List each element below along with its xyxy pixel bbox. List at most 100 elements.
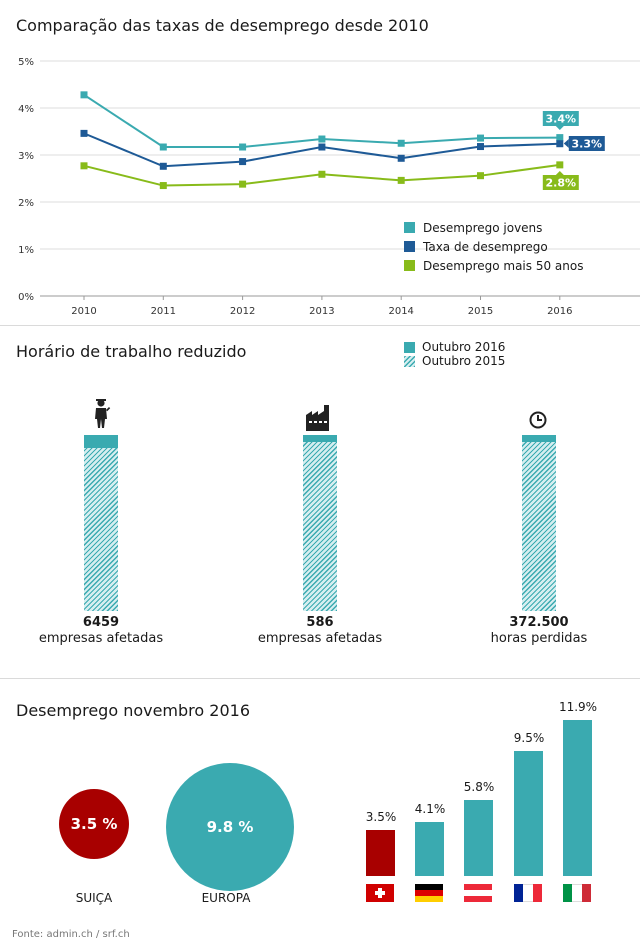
hours-legend: Outubro 2016 Outubro 2015 (404, 340, 505, 368)
y-tick-label: 1% (18, 245, 34, 256)
data-point (318, 170, 326, 178)
data-point (556, 134, 564, 142)
country-bar-value: 11.9% (558, 700, 598, 714)
legend-label: Desemprego jovens (423, 221, 542, 235)
legend-label: Desemprego mais 50 anos (423, 259, 583, 273)
bar-2015-segment-3 (522, 442, 556, 611)
data-point (397, 176, 405, 184)
country-bar (415, 822, 444, 876)
country-bar (563, 720, 592, 876)
hours-title: Horário de trabalho reduzido (16, 342, 247, 361)
end-label: 2.8% (546, 177, 577, 190)
country-bar-value: 4.1% (414, 802, 446, 817)
switzerland-label: SUIÇA (75, 891, 113, 905)
hours-section: Horário de trabalho reduzido Outubro 201… (0, 326, 640, 678)
legend-swatch (404, 260, 415, 271)
data-point (477, 143, 484, 151)
legend-swatch (404, 222, 415, 233)
end-label: 3.4% (546, 113, 577, 126)
legend-item-2016: Outubro 2016 (404, 340, 505, 354)
line-chart-section: Comparação das taxas de desemprego desde… (0, 0, 640, 325)
end-label-pointer (555, 126, 564, 130)
switzerland-circle-value: 3.5 % (70, 815, 118, 833)
data-point (239, 158, 247, 166)
end-label-box (542, 111, 579, 126)
hours-value-3: 372.500 (509, 615, 569, 630)
x-tick-label: 2014 (388, 306, 413, 317)
hours-value-2: 586 (306, 615, 334, 630)
data-point (159, 182, 167, 190)
data-point (397, 154, 405, 162)
country-bar-value: 5.8% (463, 779, 495, 794)
y-tick-label: 2% (18, 198, 34, 209)
legend-swatch-2016 (404, 341, 415, 353)
country-bar (514, 751, 543, 876)
bar-2016-segment-3 (522, 435, 556, 442)
europe-circle: 9.8 % (166, 763, 294, 891)
end-label-box (568, 136, 605, 151)
end-label: 3.3% (572, 138, 603, 151)
bar-2015-segment-1 (84, 448, 118, 611)
bar-2015-segment-2 (303, 442, 337, 611)
france-flag (514, 884, 542, 902)
italy-flag (563, 884, 591, 902)
data-point (159, 143, 167, 151)
x-tick-label: 2015 (468, 306, 493, 317)
legend-item-2015: Outubro 2015 (404, 354, 505, 368)
data-point (477, 172, 484, 180)
country-bar-value: 3.5% (365, 810, 397, 825)
legend-label-2015: Outubro 2015 (422, 354, 506, 368)
data-point (556, 161, 564, 169)
data-point (556, 140, 564, 148)
data-point (80, 91, 88, 99)
y-tick-label: 0% (18, 292, 34, 303)
end-label-pointer (555, 171, 564, 175)
bar-2016-segment-1 (84, 435, 118, 448)
country-bar (464, 799, 493, 876)
data-point (159, 162, 167, 170)
bar-2016-segment-2 (303, 435, 337, 442)
austria-flag (464, 884, 492, 902)
switzerland-circle: 3.5 % (59, 789, 129, 859)
bar-column-1 (84, 435, 118, 611)
source-note: Fonte: admin.ch / srf.ch (12, 929, 130, 940)
y-tick-label: 5% (18, 57, 34, 68)
x-tick-label: 2016 (547, 306, 572, 317)
end-label-box (542, 175, 579, 190)
data-point (239, 143, 247, 151)
data-point (397, 139, 405, 147)
y-tick-label: 3% (18, 151, 34, 162)
worker-icon (95, 399, 111, 428)
data-point (477, 134, 484, 142)
data-point (239, 180, 247, 188)
november-section: Desemprego novembro 2016 3.5 % SUIÇA 9.8… (0, 679, 640, 950)
germany-flag (415, 884, 443, 902)
clock-icon (529, 411, 547, 429)
x-tick-label: 2011 (151, 306, 176, 317)
y-tick-label: 4% (18, 104, 34, 115)
bar-column-3 (522, 435, 556, 611)
legend-label-2016: Outubro 2016 (422, 340, 506, 354)
legend-swatch (404, 241, 415, 252)
data-point (80, 129, 88, 137)
hours-value-1: 6459 (82, 615, 120, 630)
x-tick-label: 2010 (71, 306, 96, 317)
x-tick-label: 2012 (230, 306, 255, 317)
country-bar (366, 830, 395, 876)
x-tick-label: 2013 (309, 306, 334, 317)
end-label-pointer (563, 139, 569, 148)
line-chart-title: Comparação das taxas de desemprego desde… (16, 16, 429, 35)
line-chart: 5% 4% 3% 2% 1% 0% 2010 2011 2012 2013 2014 2015 2016… (18, 57, 640, 317)
data-point (318, 143, 326, 151)
europe-label: EUROPA (201, 891, 251, 905)
legend-swatch-2015 (404, 355, 415, 367)
data-point (80, 162, 88, 170)
switzerland-flag (366, 884, 394, 902)
hours-label-1: empresas afetadas (38, 631, 164, 646)
factory-icon (306, 405, 329, 431)
hours-label-2: empresas afetadas (257, 631, 383, 646)
country-bar-value: 9.5% (513, 731, 545, 746)
data-point (318, 135, 326, 143)
november-title: Desemprego novembro 2016 (16, 701, 250, 720)
europe-circle-value: 9.8 % (206, 818, 254, 836)
